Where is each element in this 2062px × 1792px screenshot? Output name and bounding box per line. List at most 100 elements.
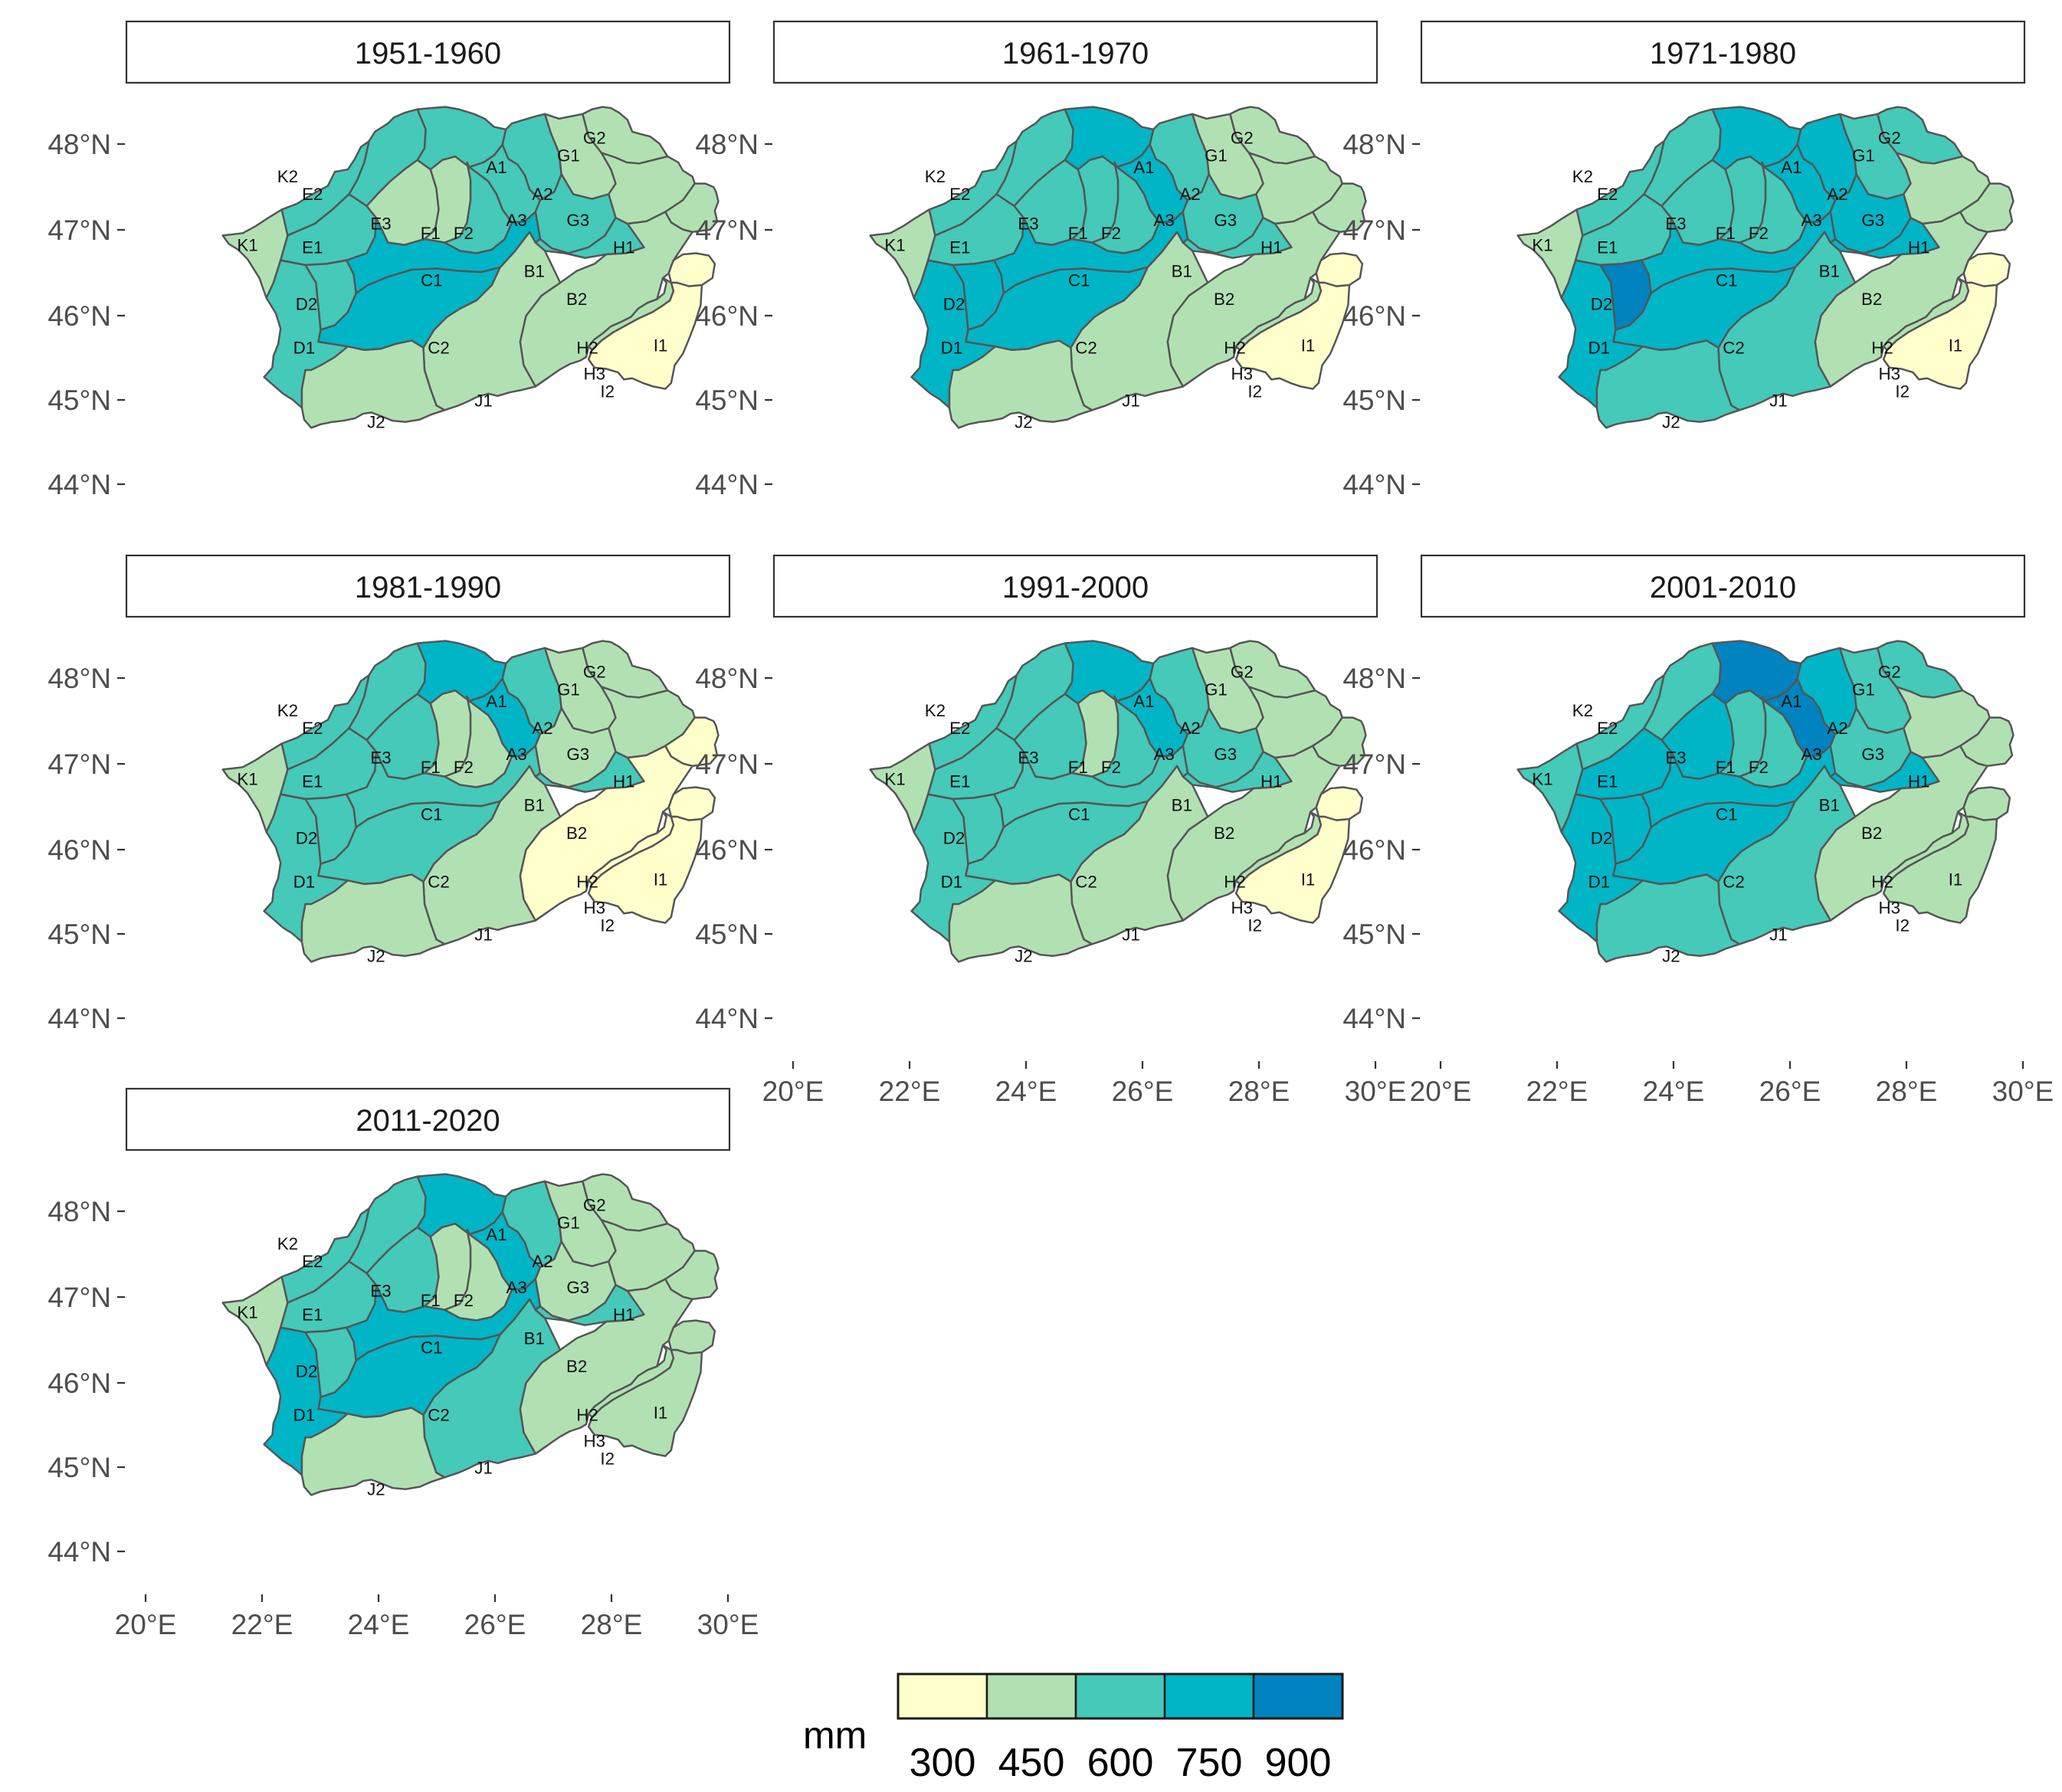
- region-I1: [1962, 252, 2011, 287]
- y-tick-label: 45°N: [48, 385, 111, 416]
- region-label-I1: I1: [654, 870, 668, 889]
- region-label-K1: K1: [1532, 235, 1552, 254]
- region-label-G1: G1: [557, 680, 580, 699]
- x-tick-label: 28°E: [581, 1609, 643, 1640]
- region-label-H3: H3: [584, 898, 606, 917]
- region-label-C2: C2: [428, 338, 450, 357]
- region-label-I2: I2: [1895, 382, 1910, 401]
- region-label-A2: A2: [1827, 185, 1847, 204]
- y-tick-label: 47°N: [48, 1282, 111, 1313]
- legend-label: 450: [998, 1741, 1065, 1785]
- region-label-D1: D1: [1588, 872, 1611, 891]
- region-label-B1: B1: [524, 1328, 545, 1348]
- region-I2: [587, 281, 703, 390]
- region-label-A3: A3: [506, 1278, 527, 1297]
- region-label-F1: F1: [1716, 758, 1736, 777]
- region-label-K1: K1: [237, 1302, 257, 1322]
- y-tick-label: 46°N: [695, 834, 759, 866]
- region-label-A2: A2: [1179, 719, 1200, 738]
- region-I2: [587, 1348, 703, 1457]
- region-label-J1: J1: [474, 1459, 493, 1478]
- y-tick-label: 45°N: [48, 919, 111, 950]
- region-label-B2: B2: [1214, 290, 1234, 309]
- region-label-B2: B2: [566, 290, 587, 309]
- facet-title: 1991-2000: [1002, 571, 1149, 604]
- x-tick-label: 26°E: [464, 1609, 526, 1640]
- x-tick-label: 30°E: [1992, 1076, 2054, 1107]
- region-label-I1: I1: [1301, 870, 1316, 889]
- y-tick-label: 44°N: [48, 1003, 111, 1034]
- region-label-K2: K2: [1572, 701, 1593, 720]
- region-label-A1: A1: [1781, 158, 1801, 177]
- x-tick-label: 28°E: [1228, 1076, 1290, 1107]
- region-I2: [587, 815, 703, 924]
- region-label-B1: B1: [1172, 795, 1192, 814]
- region-label-H3: H3: [584, 1431, 606, 1450]
- region-label-H3: H3: [1879, 364, 1901, 383]
- facet-strip: [125, 1087, 731, 1152]
- legend-swatch: [897, 1672, 988, 1720]
- region-label-A1: A1: [1133, 158, 1154, 177]
- x-tick-label: 30°E: [1345, 1076, 1407, 1107]
- facet-strip: [772, 20, 1378, 84]
- region-label-E2: E2: [302, 1252, 323, 1271]
- region-label-E3: E3: [370, 1282, 391, 1301]
- region-label-E2: E2: [949, 185, 970, 204]
- region-label-J2: J2: [1015, 412, 1033, 431]
- x-tick-label: 22°E: [231, 1609, 293, 1640]
- region-label-K1: K1: [884, 769, 905, 788]
- region-label-E3: E3: [1665, 749, 1686, 768]
- region-label-F2: F2: [454, 224, 474, 243]
- region-label-H3: H3: [1231, 898, 1254, 917]
- region-label-J1: J1: [1122, 391, 1140, 411]
- y-tick-label: 46°N: [695, 300, 759, 332]
- x-tick-label: 22°E: [879, 1076, 941, 1107]
- legend-swatch: [985, 1672, 1077, 1720]
- facet-title: 2011-2020: [356, 1104, 500, 1138]
- region-label-H1: H1: [1908, 772, 1930, 791]
- region-label-H3: H3: [1879, 898, 1901, 917]
- region-label-C1: C1: [1716, 805, 1738, 824]
- y-tick-label: 44°N: [1342, 1003, 1406, 1034]
- x-tick-label: 28°E: [1876, 1076, 1938, 1107]
- region-label-C1: C1: [421, 1338, 443, 1358]
- region-I1: [667, 252, 716, 287]
- region-label-B1: B1: [1172, 261, 1192, 280]
- region-C2: [317, 266, 501, 352]
- region-label-G3: G3: [1214, 211, 1237, 230]
- facet-title: 1951-1960: [355, 37, 501, 70]
- region-label-I1: I1: [1949, 870, 1963, 889]
- region-label-G1: G1: [1205, 680, 1228, 699]
- legend-label: 300: [910, 1741, 976, 1785]
- region-label-J1: J1: [474, 925, 493, 945]
- y-tick-label: 46°N: [48, 1368, 111, 1399]
- y-tick-label: 45°N: [695, 385, 759, 416]
- region-label-E2: E2: [302, 719, 323, 738]
- y-tick-label: 48°N: [695, 663, 759, 694]
- region-label-G1: G1: [1205, 146, 1228, 165]
- x-tick-label: 24°E: [995, 1076, 1057, 1107]
- region-label-F2: F2: [454, 1291, 474, 1310]
- region-C2: [1612, 800, 1796, 886]
- region-label-B1: B1: [524, 795, 545, 814]
- region-label-I1: I1: [1301, 336, 1316, 355]
- facet-title: 1961-1970: [1002, 37, 1149, 70]
- y-tick-label: 45°N: [1342, 919, 1406, 950]
- y-tick-label: 46°N: [48, 834, 111, 866]
- region-label-J2: J2: [367, 1479, 385, 1499]
- region-label-G1: G1: [557, 1213, 580, 1232]
- region-label-E3: E3: [370, 215, 391, 234]
- region-C2: [317, 1333, 501, 1419]
- region-label-G3: G3: [1861, 745, 1884, 764]
- x-tick-label: 30°E: [697, 1609, 759, 1640]
- region-label-B2: B2: [1861, 824, 1882, 843]
- y-tick-label: 44°N: [1342, 469, 1406, 500]
- region-label-A2: A2: [532, 719, 552, 738]
- legend-swatch: [1074, 1672, 1166, 1720]
- region-label-H1: H1: [613, 772, 635, 791]
- y-tick-label: 47°N: [1342, 749, 1406, 780]
- region-label-D1: D1: [293, 872, 316, 891]
- region-label-F2: F2: [1101, 224, 1121, 243]
- region-C2: [965, 800, 1149, 886]
